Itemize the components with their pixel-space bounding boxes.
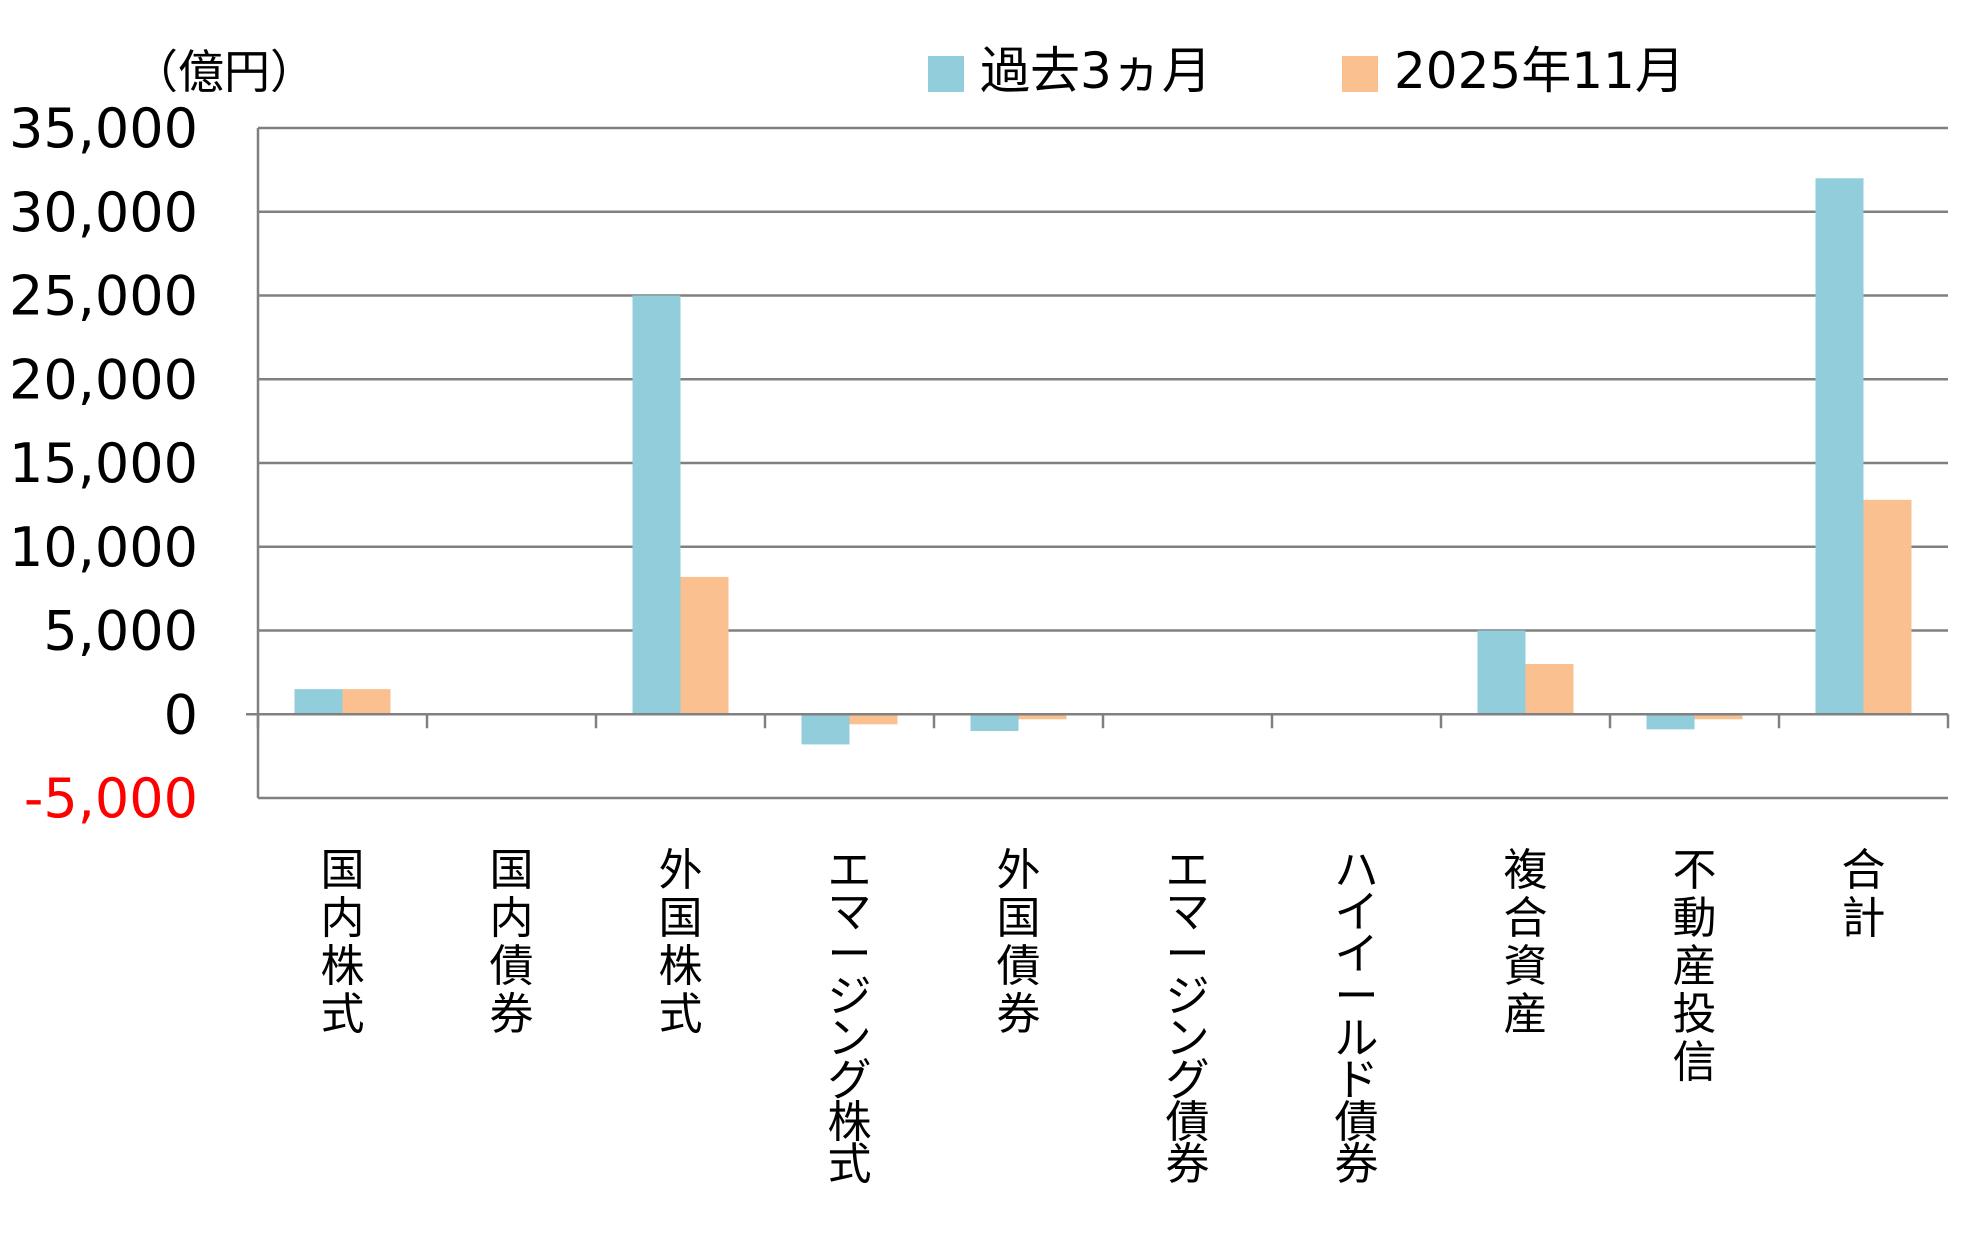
category-label: 国内株式 (321, 845, 365, 1040)
bar (1694, 714, 1743, 720)
bar (680, 576, 729, 715)
bar (1525, 664, 1574, 715)
bar (801, 714, 850, 745)
bar (632, 295, 681, 715)
bar (849, 714, 898, 725)
bars (294, 178, 1912, 745)
category-label: 外国債券 (997, 845, 1041, 1040)
category-label: エマージング債券 (1166, 845, 1210, 1190)
bar (1863, 499, 1912, 715)
y-tick-label: 25,000 (9, 265, 198, 328)
bar (1018, 714, 1067, 720)
bar (970, 714, 1019, 731)
bar (1477, 630, 1526, 715)
category-label: エマージング株式 (828, 845, 872, 1190)
y-tick-label: 15,000 (9, 432, 198, 495)
y-tick-label: 20,000 (9, 348, 198, 411)
y-tick-label: 10,000 (9, 516, 198, 579)
legend-swatch (1342, 56, 1378, 92)
y-tick-label: 0 (164, 683, 198, 746)
y-tick-labels: 35,000 30,000 25,000 20,000 15,000 10,000 5,00… (9, 97, 198, 830)
bar (294, 689, 343, 715)
legend-swatch (928, 56, 964, 92)
y-tick-label: 30,000 (9, 181, 198, 244)
bar (1646, 714, 1695, 730)
unit-label: （億円） (132, 45, 316, 99)
legend-label: 2025年11月 (1394, 42, 1685, 100)
legend: 過去3ヵ月 2025年11月 (928, 42, 1685, 100)
category-label: 合計 (1842, 845, 1886, 944)
legend-label: 過去3ヵ月 (980, 42, 1212, 100)
bar (342, 689, 391, 715)
category-label: 外国株式 (659, 845, 703, 1040)
bar (1815, 178, 1864, 715)
y-tick-label: -5,000 (24, 767, 198, 830)
y-tick-label: 35,000 (9, 97, 198, 160)
category-label: ハイイールド債券 (1335, 845, 1379, 1190)
axes (246, 128, 1950, 798)
gridlines (258, 126, 1948, 800)
category-labels: 国内株式 国内債券 外国株式 エマージング株式 外国債券 エマージング債券 ハイイールド債券… (321, 845, 1886, 1190)
category-label: 不動産投信 (1673, 845, 1717, 1088)
y-tick-label: 5,000 (43, 600, 198, 663)
category-label: 複合資産 (1504, 845, 1548, 1040)
category-label: 国内債券 (490, 845, 534, 1040)
